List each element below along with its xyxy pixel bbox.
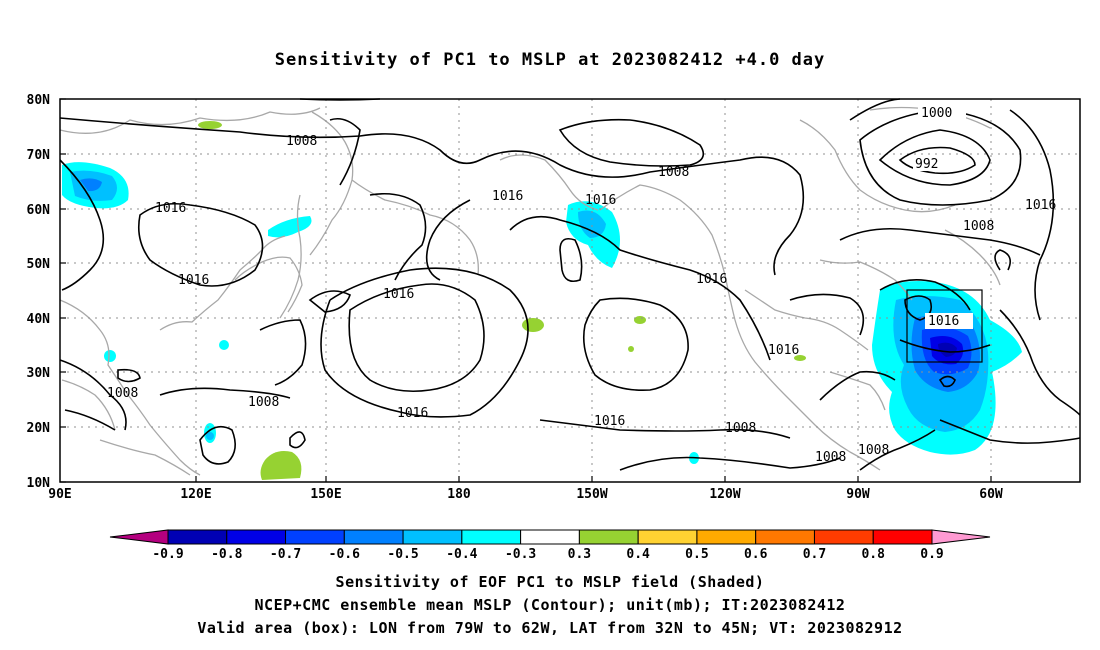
contour-label: 1016	[178, 273, 209, 288]
legend-label: -0.9	[152, 547, 183, 562]
legend-swatch	[343, 529, 404, 545]
shade-green-4	[628, 346, 634, 352]
legend-label: -0.8	[211, 547, 242, 562]
contour-label: 1016	[492, 189, 523, 204]
legend-swatch	[813, 529, 874, 545]
lon-tick-label: 90W	[846, 487, 870, 502]
color-legend: -0.9 -0.8 -0.7 -0.6 -0.5 -0.4 -0.3 0.3 0.4 0.5 0.6…	[109, 529, 991, 562]
contour-label: 1016	[594, 414, 625, 429]
contour-label: 1008	[725, 421, 756, 436]
contour-label: 1008	[107, 386, 138, 401]
legend-label: -0.7	[270, 547, 301, 562]
contour-label: 992	[915, 157, 938, 172]
legend-swatch	[167, 529, 228, 545]
contour-label-group: 1008 1016 1016 1016 1016 1016 1008 1008 …	[107, 104, 1056, 465]
legend-label: -0.5	[387, 547, 418, 562]
legend-label: 0.9	[920, 547, 943, 562]
legend-label: 0.4	[626, 547, 650, 562]
contour-label: 1016	[768, 343, 799, 358]
lat-tick-label: 50N	[27, 257, 51, 272]
map-frame	[59, 98, 1081, 483]
shade-green-2	[522, 318, 544, 332]
caption-line-1: Sensitivity of EOF PC1 to MSLP field (Sh…	[335, 573, 765, 591]
legend-swatch	[461, 529, 522, 545]
legend-swatch	[520, 529, 580, 545]
lon-tick-label: 120E	[180, 487, 211, 502]
lat-tick-label: 80N	[27, 93, 51, 108]
lon-tick-label: 150E	[310, 487, 341, 502]
legend-swatch	[872, 529, 933, 545]
legend-label: 0.3	[568, 547, 591, 562]
legend-swatch	[696, 529, 757, 545]
legend-label: 0.8	[861, 547, 885, 562]
contour-label: 1016	[383, 287, 414, 302]
lat-axis: 80N 70N 60N 50N 40N 30N 20N 10N	[27, 93, 51, 491]
legend-label: 0.6	[744, 547, 768, 562]
legend-label: 0.7	[803, 547, 826, 562]
legend-swatch	[402, 529, 463, 545]
contour-label: 1016	[155, 201, 186, 216]
caption-line-3: Valid area (box): LON from 79W to 62W, L…	[197, 619, 903, 637]
contour-label: 1008	[815, 450, 846, 465]
legend-label: -0.4	[446, 547, 477, 562]
contour-label: 1016	[696, 272, 727, 287]
mslp-contours	[59, 98, 1081, 471]
legend-swatch	[109, 529, 169, 545]
legend-swatch	[637, 529, 698, 545]
shade-dot-3-core	[206, 432, 214, 440]
label-bg	[925, 313, 973, 329]
shade-dot-1	[104, 350, 116, 362]
lat-tick-label: 20N	[27, 421, 51, 436]
contour-label: 1016	[1025, 198, 1056, 213]
shade-patch-west-core	[80, 178, 102, 192]
lat-tick-label: 10N	[27, 476, 51, 491]
graticule	[60, 99, 1080, 482]
lon-tick-label: 150W	[576, 487, 607, 502]
caption-line-2: NCEP+CMC ensemble mean MSLP (Contour); u…	[254, 596, 846, 614]
contour-label: 1008	[248, 395, 279, 410]
contour-label: 1008	[963, 219, 994, 234]
legend-swatches	[109, 529, 991, 545]
lat-tick-label: 30N	[27, 366, 51, 381]
lon-tick-label: 60W	[979, 487, 1003, 502]
label-bg	[913, 155, 947, 171]
legend-swatch	[931, 529, 991, 545]
legend-swatch	[226, 529, 287, 545]
lon-tick-label: 90E	[48, 487, 71, 502]
shade-patch-okhotsk	[268, 216, 312, 238]
map-title: Sensitivity of PC1 to MSLP at 2023082412…	[274, 50, 826, 70]
lat-tick-label: 40N	[27, 312, 51, 327]
lon-tick-label: 180	[447, 487, 471, 502]
shade-green-1	[198, 121, 222, 129]
lon-tick-label: 120W	[709, 487, 740, 502]
label-bg	[918, 104, 966, 120]
contour-label: 1000	[921, 106, 952, 121]
lon-axis: 90E 120E 150E 180 150W 120W 90W 60W	[48, 487, 1003, 502]
contour-label: 1008	[658, 165, 689, 180]
contour-label: 1008	[286, 134, 317, 149]
shade-atlantic-peak	[938, 342, 957, 357]
legend-label: 0.5	[685, 547, 708, 562]
valid-area-box	[906, 289, 983, 363]
shade-patch-alaska-inner	[578, 210, 606, 238]
legend-swatch	[755, 529, 815, 545]
contour-label: 1016	[397, 406, 428, 421]
legend-label: -0.3	[505, 547, 536, 562]
shade-green-3	[634, 316, 646, 324]
shade-dot-2	[219, 340, 229, 350]
lat-tick-label: 60N	[27, 203, 51, 218]
contour-label: 1008	[858, 443, 889, 458]
contour-label: 1016	[585, 193, 616, 208]
legend-swatch	[285, 529, 345, 545]
lat-tick-label: 70N	[27, 148, 51, 163]
shade-green-5	[260, 451, 302, 480]
legend-swatch	[578, 529, 639, 545]
legend-label: -0.6	[329, 547, 360, 562]
tick-marks	[60, 98, 992, 483]
shade-green-6	[794, 355, 806, 361]
legend-labels: -0.9 -0.8 -0.7 -0.6 -0.5 -0.4 -0.3 0.3 0.4 0.5 0.6…	[152, 547, 943, 562]
contour-label: 1016	[928, 314, 959, 329]
